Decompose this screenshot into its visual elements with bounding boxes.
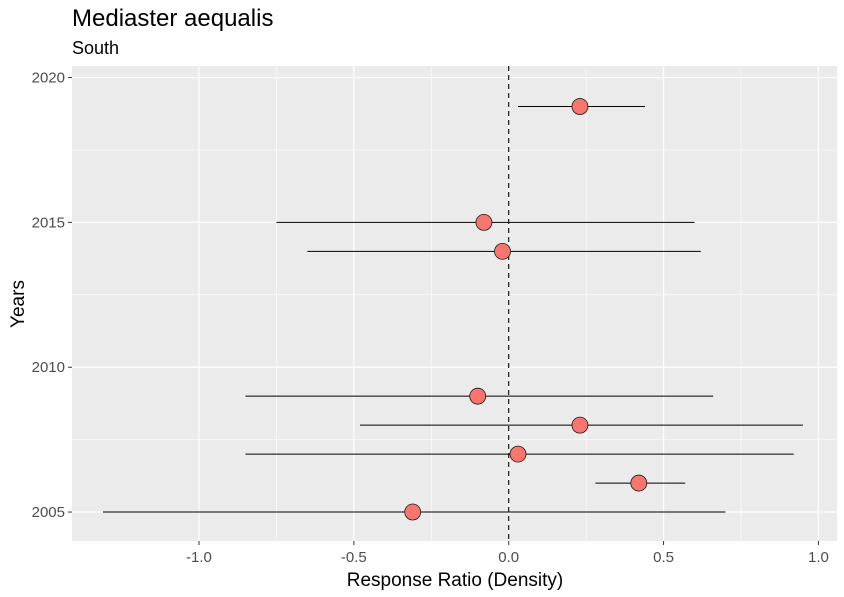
y-axis-ticks: 2005 2010 2015 2020 [32, 70, 72, 521]
plot-panel [72, 66, 837, 541]
y-tick-label: 2005 [32, 504, 65, 521]
x-tick-label: -1.0 [186, 549, 212, 566]
y-tick-label: 2010 [32, 359, 65, 376]
x-axis-title: Response Ratio (Density) [347, 570, 563, 591]
point-2019 [571, 98, 589, 115]
x-axis-ticks: -1.0 -0.5 0.0 0.5 1.0 [186, 541, 829, 566]
point-2006 [630, 474, 648, 492]
point-2005 [404, 503, 422, 521]
y-tick-label: 2015 [32, 214, 65, 231]
chart-title: Mediaster aequalis [72, 5, 274, 32]
x-tick-label: 0.0 [498, 549, 519, 566]
y-axis-title: Years [8, 280, 29, 328]
point-2007 [509, 445, 527, 463]
x-tick-label: 1.0 [808, 549, 829, 566]
point-2015 [475, 214, 493, 231]
point-2008 [571, 416, 589, 434]
y-tick-label: 2020 [32, 70, 65, 87]
x-tick-label: 0.5 [653, 549, 674, 566]
point-2009 [469, 387, 487, 405]
data-points [404, 98, 648, 521]
point-2014 [494, 242, 511, 260]
chart-subtitle: South [72, 38, 120, 58]
x-tick-label: -0.5 [341, 549, 367, 566]
